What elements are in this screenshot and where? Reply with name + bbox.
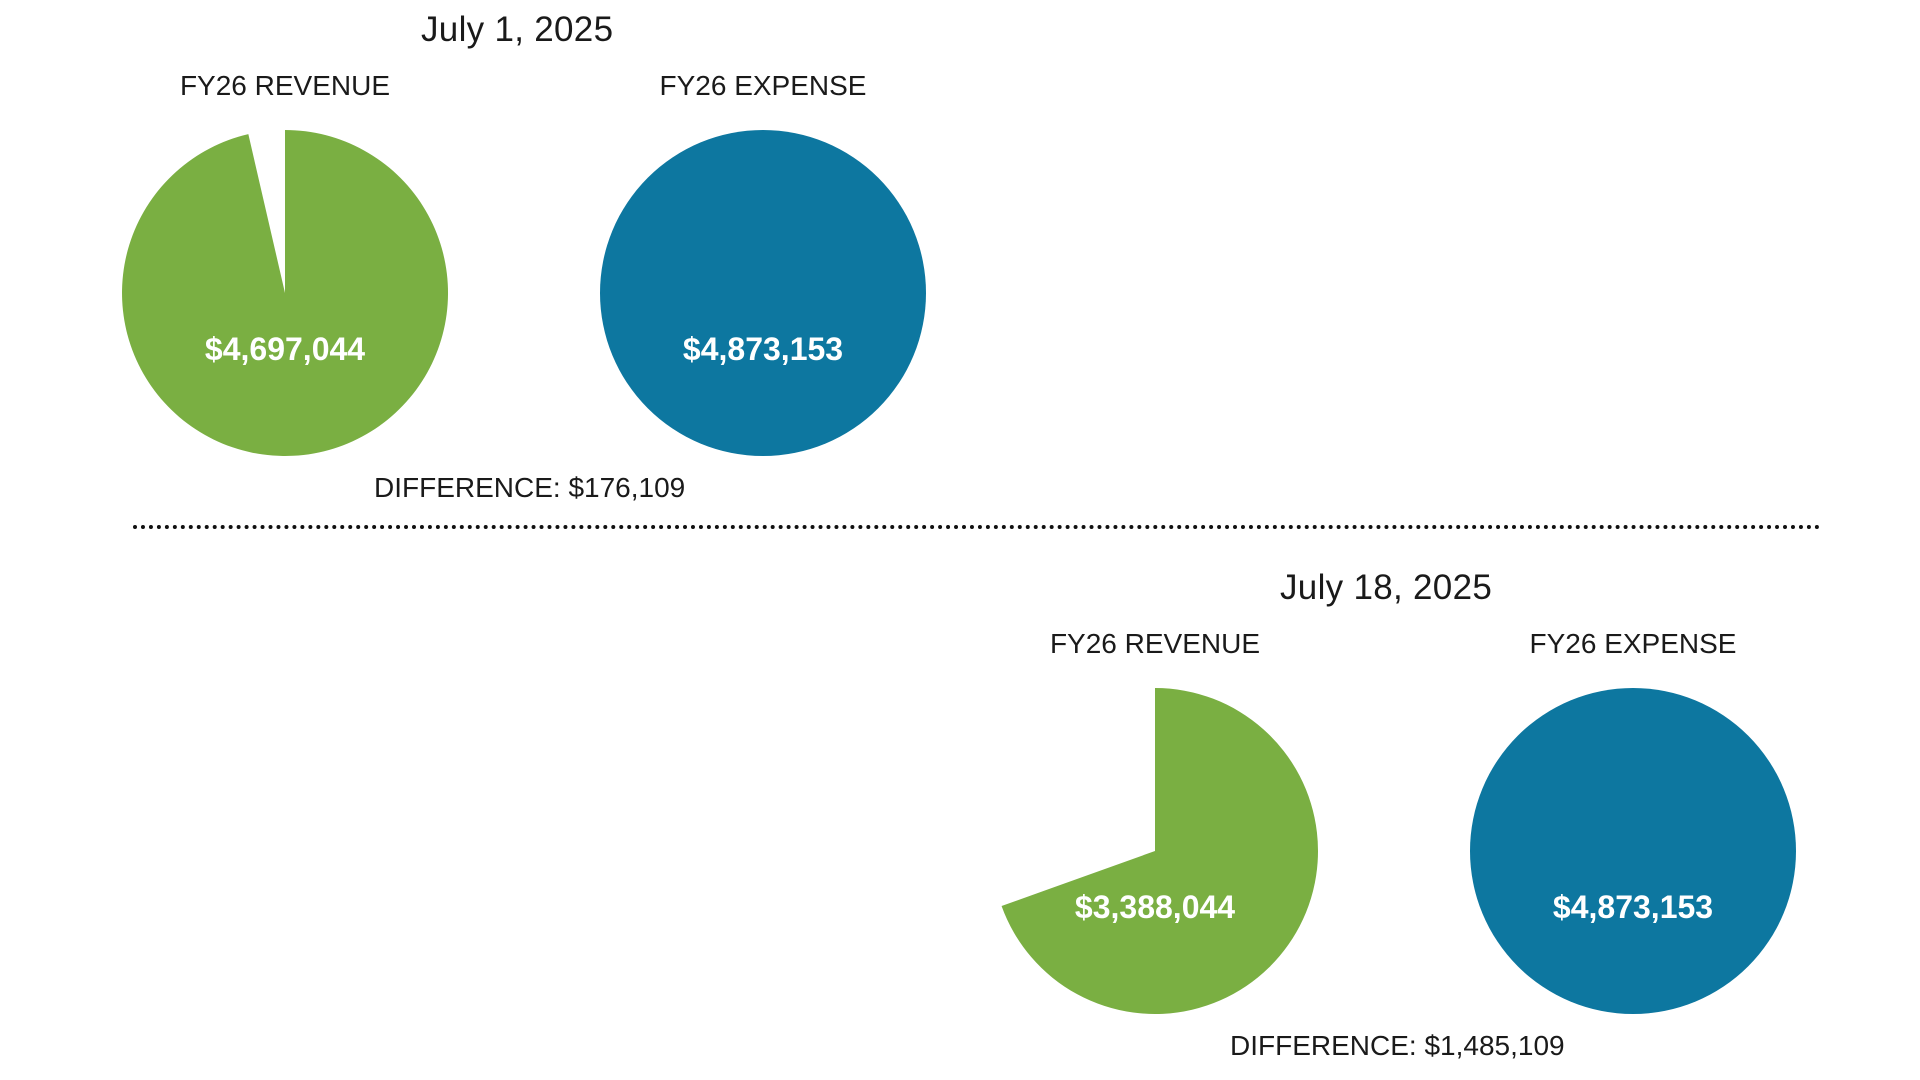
revenue-slice xyxy=(122,130,449,456)
expense-pie-label: FY26 EXPENSE xyxy=(659,70,867,101)
expense-pie: $4,873,153 xyxy=(1470,688,1796,1014)
revenue-slice xyxy=(1001,688,1319,1014)
expense-pie-label: FY26 EXPENSE xyxy=(1529,628,1737,659)
chart-panel-july-18: July 18, 2025 FY26 REVENUE $3,388,044 FY… xyxy=(990,568,1850,1068)
expense-slice xyxy=(600,130,926,456)
dotted-separator xyxy=(133,525,1821,529)
difference-label: DIFFERENCE: $1,485,109 xyxy=(1230,1030,1565,1061)
revenue-value-label: $4,697,044 xyxy=(205,331,365,367)
expense-slice xyxy=(1470,688,1796,1014)
expense-value-label: $4,873,153 xyxy=(1553,889,1713,925)
revenue-pie: $4,697,044 xyxy=(122,130,449,456)
revenue-pie-label: FY26 REVENUE xyxy=(1049,628,1261,659)
expense-value-label: $4,873,153 xyxy=(683,331,843,367)
revenue-value-label: $3,388,044 xyxy=(1075,889,1235,925)
expense-pie: $4,873,153 xyxy=(600,130,926,456)
chart-title: July 18, 2025 xyxy=(1280,568,1493,607)
difference-label: DIFFERENCE: $176,109 xyxy=(374,472,686,503)
chart-title: July 1, 2025 xyxy=(421,10,614,49)
revenue-pie-label: FY26 REVENUE xyxy=(179,70,391,101)
chart-panel-july-1: July 1, 2025 FY26 REVENUE $4,697,044 FY2… xyxy=(120,10,980,515)
revenue-pie: $3,388,044 xyxy=(1001,688,1319,1014)
